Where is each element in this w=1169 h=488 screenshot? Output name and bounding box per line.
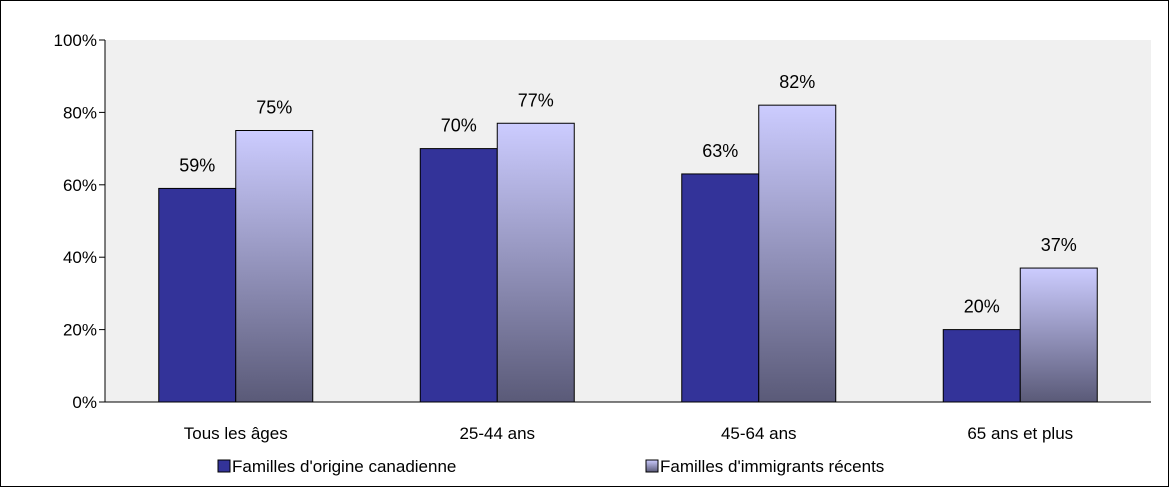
data-label: 75% [256, 98, 292, 118]
bars [158, 104, 1098, 403]
y-tick-label: 20% [63, 321, 97, 340]
legend: Familles d'origine canadienne Familles d… [217, 457, 884, 476]
data-label: 63% [702, 141, 738, 161]
y-axis-ticks: 0% 20% 40% 60% 80% 100% [54, 31, 105, 412]
bar-immigrants [1019, 267, 1098, 403]
data-label: 37% [1041, 235, 1077, 255]
legend-label-canadian: Familles d'origine canadienne [232, 457, 456, 476]
y-tick-label: 60% [63, 176, 97, 195]
bar-canadian [681, 173, 760, 403]
data-label: 59% [179, 155, 215, 175]
y-tick-label: 0% [72, 393, 97, 412]
y-tick-label: 80% [63, 103, 97, 122]
category-labels: Tous les âges 25-44 ans 45-64 ans 65 ans et… [184, 424, 1073, 443]
bar-canadian [419, 148, 498, 403]
category-label: 65 ans et plus [967, 424, 1073, 443]
data-label: 70% [441, 116, 477, 136]
legend-swatch-immigrants [645, 459, 659, 473]
data-label: 82% [779, 72, 815, 92]
data-label: 77% [518, 90, 554, 110]
category-label: 25-44 ans [459, 424, 535, 443]
y-tick-label: 40% [63, 248, 97, 267]
data-labels: 59% 75% 70% 77% 63% 82% 20% 37% [179, 72, 1077, 316]
legend-label-immigrants: Familles d'immigrants récents [660, 457, 884, 476]
category-label: Tous les âges [184, 424, 288, 443]
bar-immigrants [758, 104, 837, 403]
data-label: 20% [964, 297, 1000, 317]
bar-canadian [942, 329, 1021, 403]
category-label: 45-64 ans [721, 424, 797, 443]
bar-immigrants [496, 122, 575, 403]
y-tick-label: 100% [54, 31, 97, 50]
legend-swatch-canadian [217, 459, 231, 473]
bar-immigrants [235, 130, 314, 403]
bar-canadian [158, 187, 237, 403]
